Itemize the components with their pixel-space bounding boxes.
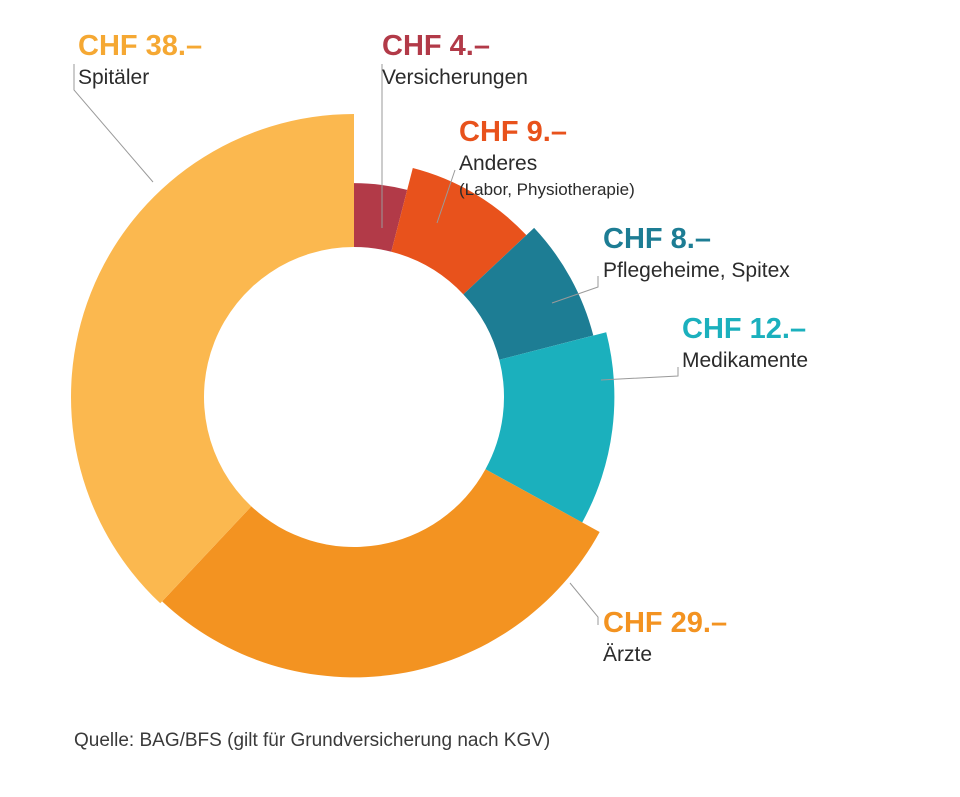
slice-pflegeheime-spitex [463,227,594,360]
slice-medikamente [485,332,615,523]
slice-labels: CHF 4.– Versicherungen CHF 9.– Anderes (Labo… [78,30,808,666]
amount-label-anderes: CHF 9.– [459,116,567,148]
leader-pflegeheime-spitex [551,276,599,304]
leader-spitaeler [73,64,154,183]
category-label-spitaeler: Spitäler [78,66,149,89]
amount-label-versicherungen: CHF 4.– [382,30,490,62]
amount-label-aerzte: CHF 29.– [603,607,727,639]
slice-aerzte [162,469,600,678]
leader-lines [73,64,679,625]
amount-label-medikamente: CHF 12.– [682,313,806,345]
leader-aerzte [569,582,599,625]
amount-label-spitaeler: CHF 38.– [78,30,202,62]
leader-medikamente [600,367,679,381]
chart-slices [71,114,615,678]
slice-anderes [391,167,527,295]
category-sublabel-anderes: (Labor, Physiotherapie) [459,180,635,199]
category-label-aerzte: Ärzte [603,643,652,666]
category-label-medikamente: Medikamente [682,349,808,372]
amount-label-pflegeheime-spitex: CHF 8.– [603,223,711,255]
slice-versicherungen [354,183,408,252]
slice-spitaeler [71,114,355,604]
category-label-anderes: Anderes [459,152,537,175]
leader-anderes [436,169,456,224]
source-note: Quelle: BAG/BFS (gilt für Grundversicher… [74,730,551,751]
category-label-versicherungen: Versicherungen [382,66,528,89]
category-label-pflegeheime-spitex: Pflegeheime, Spitex [603,259,790,282]
